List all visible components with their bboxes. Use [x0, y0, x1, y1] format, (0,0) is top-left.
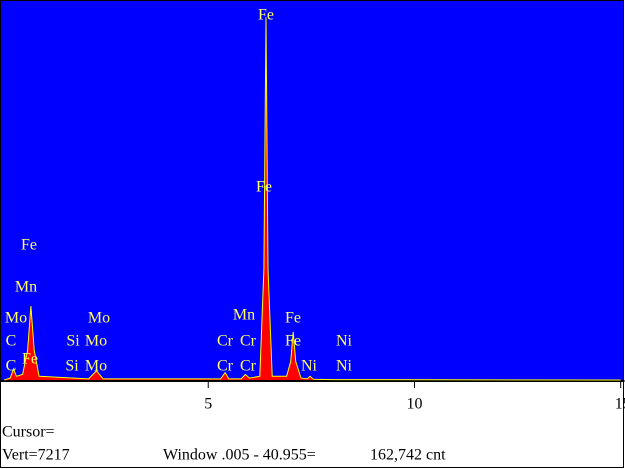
- x-tick-label: 10: [406, 396, 422, 413]
- peak-label: Ni: [301, 358, 318, 375]
- peak-label: Mn: [15, 279, 37, 296]
- vert: Vert=7217: [2, 447, 70, 464]
- spectrum-line: [3, 17, 621, 381]
- x-tick-label: 15 keV: [615, 396, 625, 413]
- peak-label: Fe: [256, 179, 272, 196]
- peak-label: C: [6, 333, 17, 350]
- peak-label: Cr: [240, 358, 257, 375]
- peak-label: Ni: [336, 333, 353, 350]
- peak-label: Fe: [285, 333, 301, 350]
- peak-label: Si: [66, 333, 80, 350]
- window: Window .005 - 40.955=: [163, 447, 316, 464]
- peak-label: Mo: [88, 310, 110, 327]
- peak-label: Fe: [21, 237, 37, 254]
- peak-label: Mo: [85, 358, 107, 375]
- plot-area: [0, 0, 624, 381]
- peak-label: Cr: [217, 333, 234, 350]
- count: 162,742 cnt: [370, 447, 446, 464]
- peak-label: Si: [65, 358, 79, 375]
- peak-label: Fe: [285, 310, 301, 327]
- status-panel: [0, 381, 624, 468]
- peak-label: Mo: [5, 310, 27, 327]
- peak-label: Cr: [217, 358, 234, 375]
- cursor: Cursor=: [2, 424, 55, 441]
- peak-label: Cr: [240, 333, 257, 350]
- peak-label: C: [6, 358, 17, 375]
- peak-label: Ni: [336, 358, 353, 375]
- peak-label: Fe: [258, 7, 274, 24]
- peak-label: Mn: [233, 307, 255, 324]
- peak-label: Mo: [85, 333, 107, 350]
- peak-label: Fe: [22, 351, 38, 368]
- x-tick-label: 5: [204, 396, 212, 413]
